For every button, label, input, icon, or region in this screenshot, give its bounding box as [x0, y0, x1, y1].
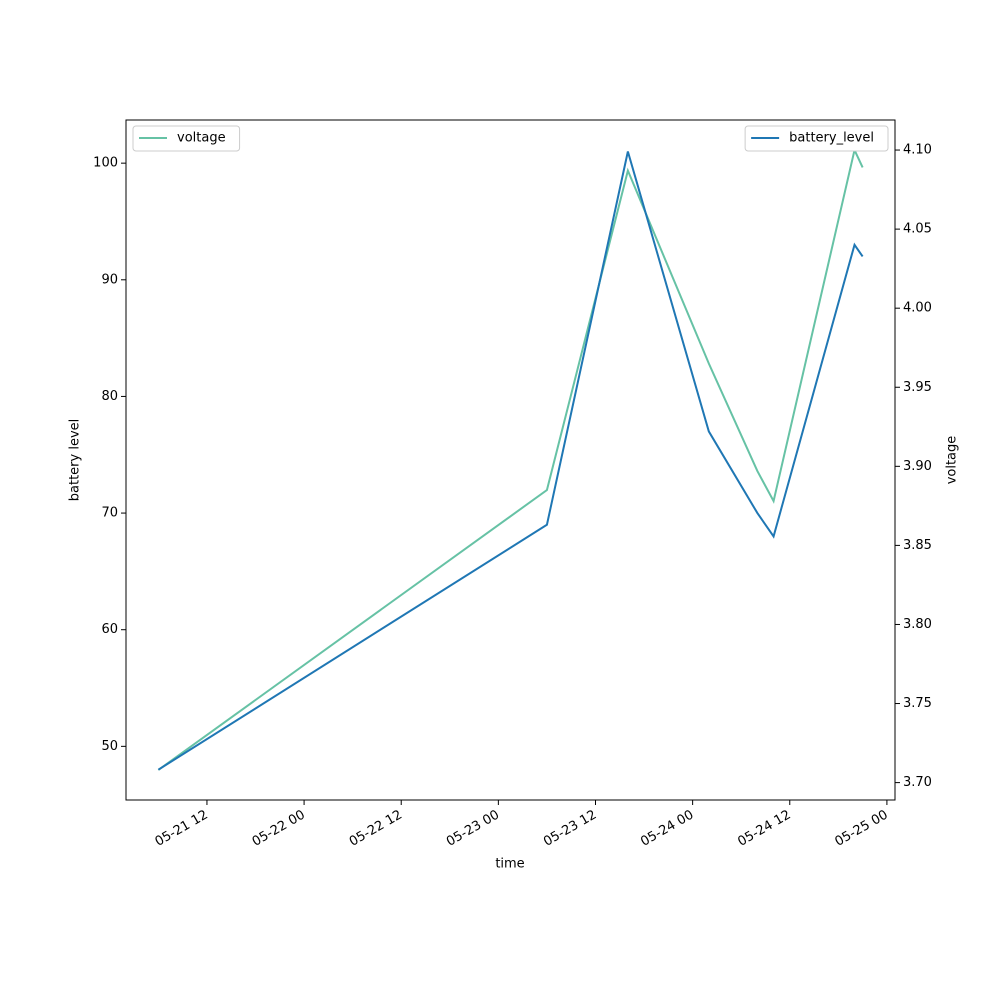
legend-label: voltage — [177, 131, 226, 146]
legend-box — [744, 125, 889, 152]
x-tick-label: 05-22 00 — [250, 808, 308, 850]
legend-box — [132, 125, 241, 152]
legend: battery_level — [744, 125, 889, 152]
y-tick-label: 60 — [101, 622, 118, 637]
x-tick-label: 05-23 12 — [541, 808, 599, 850]
y-tick-label: 90 — [101, 272, 118, 287]
y2-tick-label: 3.90 — [903, 459, 932, 474]
x-tick-label: 05-24 00 — [638, 808, 696, 850]
x-tick-label: 05-24 12 — [735, 808, 793, 850]
y2-tick-label: 4.10 — [903, 143, 932, 158]
x-axis-label: time — [495, 857, 524, 872]
y-tick-label: 100 — [93, 156, 118, 171]
y2-tick-label: 3.85 — [903, 538, 932, 553]
y2-tick-label: 3.95 — [903, 380, 932, 395]
y2-tick-label: 4.05 — [903, 222, 932, 237]
y2-tick-label: 3.75 — [903, 696, 932, 711]
y-axis-label: battery level — [68, 419, 83, 502]
y2-axis-label: voltage — [945, 436, 960, 485]
y2-tick-label: 3.80 — [903, 617, 932, 632]
x-tick-label: 05-21 12 — [153, 808, 211, 850]
y-tick-label: 50 — [101, 739, 118, 754]
y2-tick-label: 4.00 — [903, 301, 932, 316]
y2-tick-label: 3.70 — [903, 775, 932, 790]
x-tick-label: 05-25 00 — [833, 808, 891, 850]
y-tick-label: 80 — [101, 389, 118, 404]
series-line — [157, 146, 864, 771]
y-tick-label: 70 — [101, 506, 118, 521]
legend-label: battery_level — [789, 131, 874, 146]
plot-frame — [125, 119, 896, 801]
series-line — [157, 151, 864, 771]
x-tick-label: 05-23 00 — [444, 808, 502, 850]
x-tick-label: 05-22 12 — [347, 808, 405, 850]
legend: voltage — [132, 125, 241, 152]
